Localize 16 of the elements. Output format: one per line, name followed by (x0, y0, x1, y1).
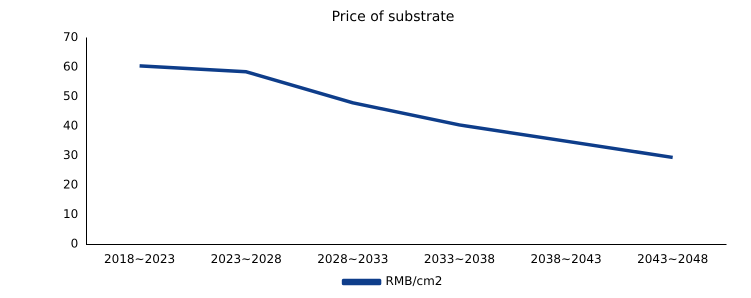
y-tick-label: 0 (70, 236, 78, 251)
legend-label: RMB/cm2 (386, 274, 442, 288)
chart-title: Price of substrate (332, 9, 454, 26)
y-tick-label: 20 (62, 178, 78, 192)
y-tick-label: 70 (62, 30, 78, 44)
x-tick-label: 2028~2033 (317, 252, 388, 266)
x-tick-label: 2043~2048 (637, 252, 708, 266)
y-tick-label: 10 (62, 207, 78, 222)
x-tick-label: 2018~2023 (104, 252, 176, 266)
y-tick-label: 40 (62, 118, 78, 133)
x-tick-label: 2038~2043 (530, 252, 602, 266)
y-tick-label: 30 (62, 148, 78, 162)
x-tick-label: 2023~2028 (210, 252, 282, 266)
x-tick-label: 2033~2038 (424, 252, 496, 266)
y-tick-label: 60 (62, 59, 78, 74)
y-tick-label: 50 (62, 89, 78, 104)
